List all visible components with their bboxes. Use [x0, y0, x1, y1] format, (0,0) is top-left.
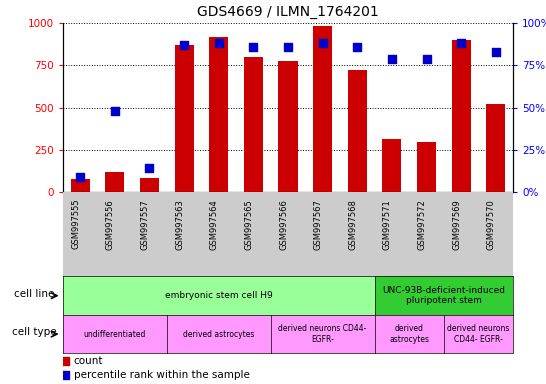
Point	[218, 193, 227, 199]
Bar	[313, 26, 332, 192]
Point	[218, 315, 227, 321]
Bar	[209, 36, 228, 192]
Point	[215, 40, 223, 46]
Bar	[417, 142, 436, 192]
Bar	[452, 40, 471, 192]
Text: derived neurons CD44-
EGFR-: derived neurons CD44- EGFR-	[278, 324, 367, 344]
Text: GSM997569: GSM997569	[452, 199, 461, 250]
Text: GSM997555: GSM997555	[71, 199, 80, 249]
Text: embryonic stem cell H9: embryonic stem cell H9	[165, 291, 272, 300]
Text: UNC-93B-deficient-induced
pluripotent stem: UNC-93B-deficient-induced pluripotent st…	[382, 286, 506, 305]
Text: GSM997556: GSM997556	[106, 199, 115, 250]
Bar	[348, 70, 367, 192]
Point	[353, 44, 361, 50]
Point	[457, 40, 466, 46]
Text: GSM997566: GSM997566	[279, 199, 288, 250]
Point	[422, 55, 431, 61]
Text: GSM997572: GSM997572	[418, 199, 426, 250]
Text: percentile rank within the sample: percentile rank within the sample	[74, 370, 250, 380]
Point	[110, 108, 119, 114]
Bar	[382, 139, 401, 192]
Text: cell type: cell type	[12, 327, 57, 337]
Text: GSM997565: GSM997565	[245, 199, 253, 250]
Text: derived neurons
CD44- EGFR-: derived neurons CD44- EGFR-	[447, 324, 510, 344]
Point	[388, 55, 396, 61]
Text: GSM997568: GSM997568	[348, 199, 357, 250]
Point	[491, 49, 500, 55]
Bar	[486, 104, 506, 192]
Bar	[70, 179, 90, 192]
Bar	[105, 172, 124, 192]
Text: GSM997557: GSM997557	[140, 199, 150, 250]
Text: GSM997563: GSM997563	[175, 199, 184, 250]
Bar	[278, 61, 298, 192]
Title: GDS4669 / ILMN_1764201: GDS4669 / ILMN_1764201	[197, 5, 379, 19]
Text: undifferentiated: undifferentiated	[84, 329, 146, 339]
Point	[318, 40, 327, 46]
Point	[180, 42, 188, 48]
Text: GSM997567: GSM997567	[313, 199, 323, 250]
Bar	[244, 57, 263, 192]
Text: GSM997564: GSM997564	[210, 199, 219, 250]
Point	[249, 44, 258, 50]
Point	[145, 165, 154, 171]
Point	[284, 44, 293, 50]
Point	[76, 174, 85, 180]
Bar	[140, 179, 159, 192]
Text: derived astrocytes: derived astrocytes	[183, 329, 254, 339]
Text: GSM997570: GSM997570	[487, 199, 496, 250]
Text: GSM997571: GSM997571	[383, 199, 392, 250]
Text: derived
astrocytes: derived astrocytes	[389, 324, 429, 344]
Text: cell line: cell line	[14, 289, 55, 299]
Bar	[175, 45, 194, 192]
Text: count: count	[74, 356, 103, 366]
